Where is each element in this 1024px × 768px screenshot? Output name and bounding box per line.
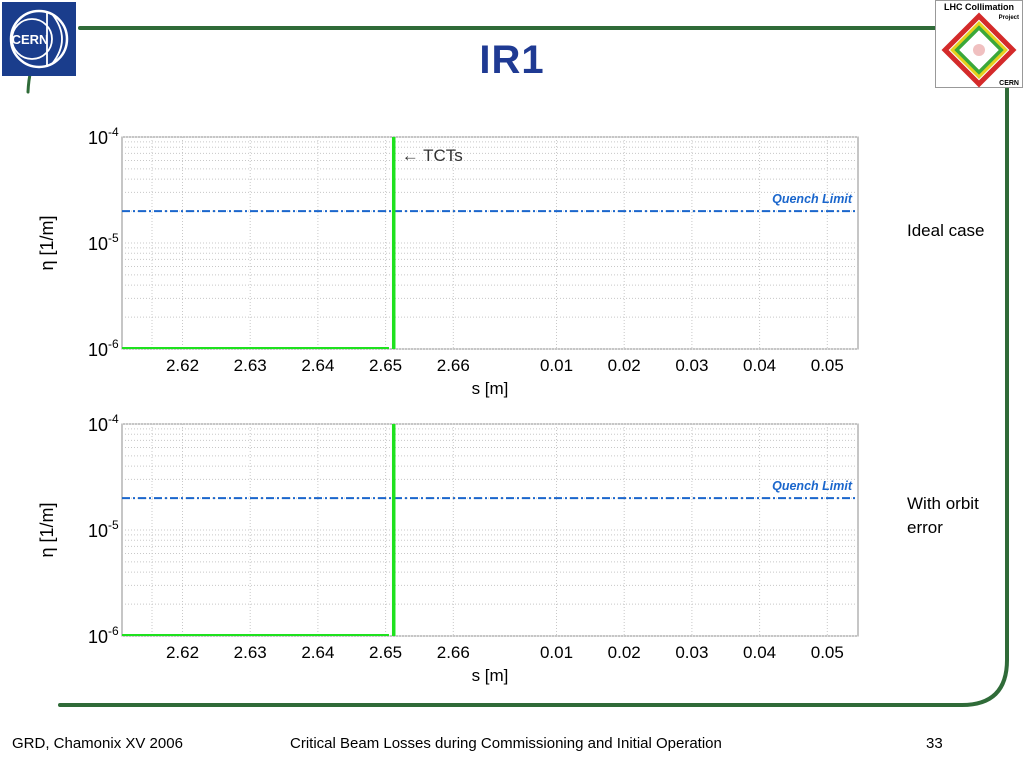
x-tick-label: 0.01 (540, 643, 573, 662)
chart-1: 10-6 10-5 10-4 2.62 2.63 2.64 2.65 2.66 0.01 0.02… (37, 125, 859, 398)
footer-page-number: 33 (926, 735, 943, 752)
quench-limit-label: Quench Limit (772, 479, 853, 493)
plot-area (121, 423, 859, 637)
x-tick-label: 2.62 (166, 356, 199, 375)
footer-talk-title: Critical Beam Losses during Commissionin… (290, 735, 722, 752)
x-tick-label: 2.62 (166, 643, 199, 662)
x-tick-label: 0.03 (675, 643, 708, 662)
x-tick-label: 2.65 (369, 643, 402, 662)
lhc-logo-subtitle: Project (999, 15, 1019, 21)
x-tick-label: 2.64 (301, 356, 334, 375)
x-tick-label: 0.04 (743, 356, 776, 375)
x-tick-label: 0.05 (811, 356, 844, 375)
cern-logo-text: CERN (12, 32, 49, 47)
side-label-ideal-case: Ideal case (907, 221, 985, 240)
x-tick-label: 0.05 (811, 643, 844, 662)
footer-author: GRD, Chamonix XV 2006 (12, 735, 183, 752)
y-tick-label: 10-4 (88, 412, 119, 435)
x-tick-label: 0.03 (675, 356, 708, 375)
y-tick-label: 10-4 (88, 125, 119, 148)
x-tick-label: 2.66 (437, 356, 470, 375)
cern-logo: CERN (2, 2, 76, 76)
x-tick-label: 2.64 (301, 643, 334, 662)
cern-logo-graphic: CERN (2, 2, 76, 76)
slide-title: IR1 (479, 38, 545, 82)
chart-2: 10-6 10-5 10-4 2.62 2.63 2.64 2.65 2.66 0.01 0.02… (37, 412, 859, 685)
lhc-logo-title: LHC Collimation (944, 2, 1014, 12)
plot-area (121, 136, 859, 350)
y-axis-label: η [1/m] (37, 502, 57, 557)
lhc-collimation-logo: LHC Collimation Project CERN (935, 0, 1023, 88)
side-label-orbit-error: With orbit error (907, 494, 979, 537)
y-tick-label: 10-6 (88, 624, 119, 647)
lhc-logo-graphic: LHC Collimation Project CERN (935, 0, 1023, 88)
y-tick-label: 10-6 (88, 337, 119, 360)
x-axis-label: s [m] (472, 379, 509, 398)
x-tick-label: 2.66 (437, 643, 470, 662)
y-axis-label: η [1/m] (37, 215, 57, 270)
x-axis-label: s [m] (472, 666, 509, 685)
x-tick-label: 0.02 (608, 356, 641, 375)
y-tick-label: 10-5 (88, 518, 119, 541)
x-tick-label: 0.01 (540, 356, 573, 375)
x-tick-label: 0.04 (743, 643, 776, 662)
y-tick-label: 10-5 (88, 231, 119, 254)
lhc-logo-bottom: CERN (999, 80, 1019, 87)
tct-annotation: ← TCTs (402, 146, 463, 165)
x-tick-label: 2.65 (369, 356, 402, 375)
x-tick-label: 0.02 (608, 643, 641, 662)
quench-limit-label: Quench Limit (772, 192, 853, 206)
x-tick-label: 2.63 (234, 356, 267, 375)
x-tick-label: 2.63 (234, 643, 267, 662)
